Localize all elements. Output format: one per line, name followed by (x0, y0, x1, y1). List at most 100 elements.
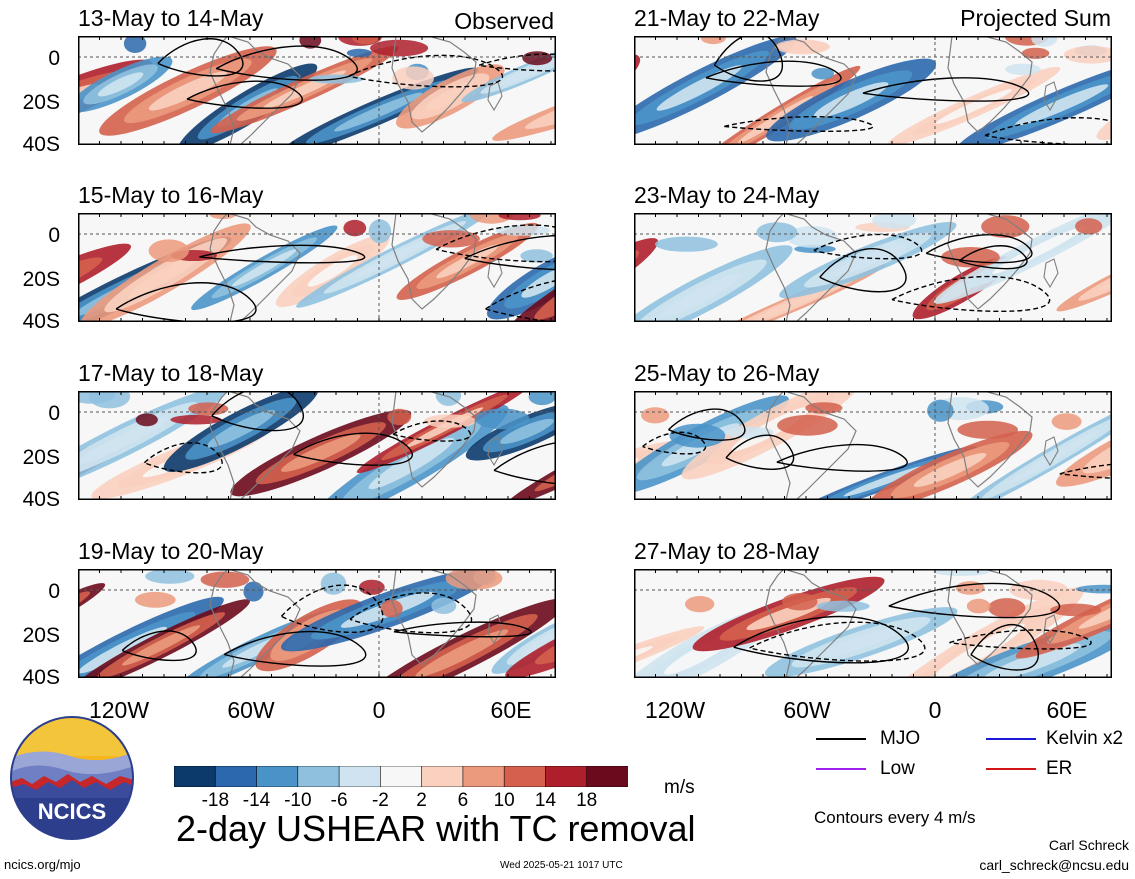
mjo-contour (485, 279, 556, 322)
shear-anomaly-blob (1078, 582, 1112, 629)
ytick-0: 0 (48, 580, 60, 603)
mjo-contour (733, 615, 909, 664)
panel-title-1: 13-May to 14-May (78, 5, 264, 31)
mjo-contour (642, 431, 707, 455)
south-america-outline (765, 36, 857, 145)
shear-anomaly-blob (966, 598, 991, 614)
shear-anomaly-blob (145, 569, 195, 584)
mjo-contour (115, 282, 257, 322)
shear-anomaly-blob (422, 230, 480, 248)
shear-anomaly-blob (521, 627, 556, 656)
observed-label: Observed (454, 8, 554, 34)
shear-anomaly-blob (659, 273, 741, 319)
shear-anomaly-blob (415, 629, 509, 678)
mjo-contour (121, 630, 197, 662)
mjo-contour (435, 224, 556, 263)
shear-anomaly-blob (927, 399, 954, 422)
ytick-20s: 20S (22, 91, 60, 114)
shear-anomaly-blob (78, 417, 169, 466)
xtick-60e: 60E (490, 697, 532, 723)
shear-anomaly-blob (281, 434, 361, 472)
mjo-contour (970, 624, 1039, 671)
ytick-40s: 40S (22, 133, 60, 156)
xtick-120w: 120W (88, 697, 150, 723)
shear-anomaly-blob (358, 579, 385, 595)
ncics-logo: NCICS (10, 716, 134, 840)
shear-anomaly-blob (656, 65, 743, 111)
legend-label-mjo: MJO (880, 728, 921, 749)
shear-anomaly-blob (805, 402, 843, 414)
footer-email[interactable]: carl_schreck@ncsu.edu (979, 857, 1129, 873)
units-label: m/s (664, 777, 695, 798)
africa-outline (947, 391, 1033, 488)
colorbar-tick-label: -14 (242, 790, 271, 811)
xtick-0: 0 (372, 697, 386, 723)
colorbar-tick-label: 2 (416, 790, 427, 811)
footer-url[interactable]: ncics.org/mjo (4, 857, 81, 872)
mjo-contour (705, 60, 842, 87)
south-america-outline (765, 569, 857, 678)
shear-anomaly-blob (243, 581, 264, 602)
panel-frame (78, 36, 556, 145)
projected-sum-label: Projected Sum (960, 5, 1111, 31)
shear-anomaly-blob (495, 225, 551, 236)
shear-anomaly-blob (500, 418, 554, 444)
shear-anomaly-blob (148, 239, 189, 262)
mjo-contour (157, 38, 244, 77)
legend-line-kelvin (986, 738, 1036, 740)
shear-anomaly-blob (1075, 584, 1112, 594)
colorbar-tick-label: 10 (493, 790, 515, 811)
ytick-40s: 40S (22, 310, 60, 333)
shear-anomaly-blob (474, 408, 530, 430)
shear-anomaly-blob (343, 219, 367, 237)
shear-anomaly-blob (756, 222, 798, 243)
mjo-contour (958, 245, 1028, 270)
panel-title-2: 15-May to 16-May (78, 182, 264, 208)
shear-anomaly-blob (368, 219, 392, 244)
africa-outline (947, 213, 1033, 310)
panel-title-3: 17-May to 18-May (78, 360, 264, 386)
mjo-contour (813, 233, 923, 260)
legend-label-low: Low (880, 758, 915, 779)
shear-anomaly-blob (368, 437, 455, 490)
shear-anomaly-blob (188, 402, 229, 416)
mjo-contour (223, 631, 367, 667)
mjo-contour (211, 391, 304, 432)
legend-line-er (986, 768, 1036, 770)
ytick-20s: 20S (22, 268, 60, 291)
panel-frame (634, 391, 1112, 500)
shear-anomaly-blob (88, 391, 131, 409)
colorbar-swatch (462, 766, 505, 787)
panel-frame (634, 213, 1112, 322)
shear-anomaly-blob (431, 597, 457, 614)
shear-anomaly-blob (346, 48, 372, 58)
africa-outline (947, 36, 1033, 133)
south-america-outline (209, 36, 301, 145)
south-america-outline (765, 213, 857, 322)
mjo-contour (776, 443, 908, 472)
shear-anomaly-blob (1021, 47, 1050, 59)
shear-anomaly-blob (522, 51, 553, 66)
mjo-contour (891, 275, 1051, 313)
xtick-0: 0 (928, 697, 942, 723)
shear-anomaly-blob (521, 264, 556, 298)
shear-anomaly-blob (778, 40, 830, 53)
map-panel-21-22-may (634, 36, 1112, 145)
panel-frame (78, 569, 556, 678)
madagascar-outline (487, 258, 503, 289)
shear-anomaly-blob (655, 236, 718, 252)
colorbar-swatch (297, 766, 340, 787)
colorbar-swatch (338, 766, 382, 787)
shear-anomaly-blob (209, 213, 236, 220)
map-panel-23-24-may (634, 213, 1112, 322)
colorbar-tick-label: 18 (576, 790, 598, 811)
colorbar-tick-label: 14 (534, 790, 557, 811)
colorbar-tick-label: -10 (284, 790, 312, 811)
madagascar-outline (1043, 81, 1059, 112)
africa-outline (391, 391, 477, 488)
shear-anomaly-blob (872, 213, 917, 229)
panel-title-4: 19-May to 20-May (78, 538, 264, 564)
shear-anomaly-blob (200, 571, 250, 588)
shear-anomaly-blob (351, 235, 439, 280)
shear-anomaly-blob (988, 598, 1026, 618)
